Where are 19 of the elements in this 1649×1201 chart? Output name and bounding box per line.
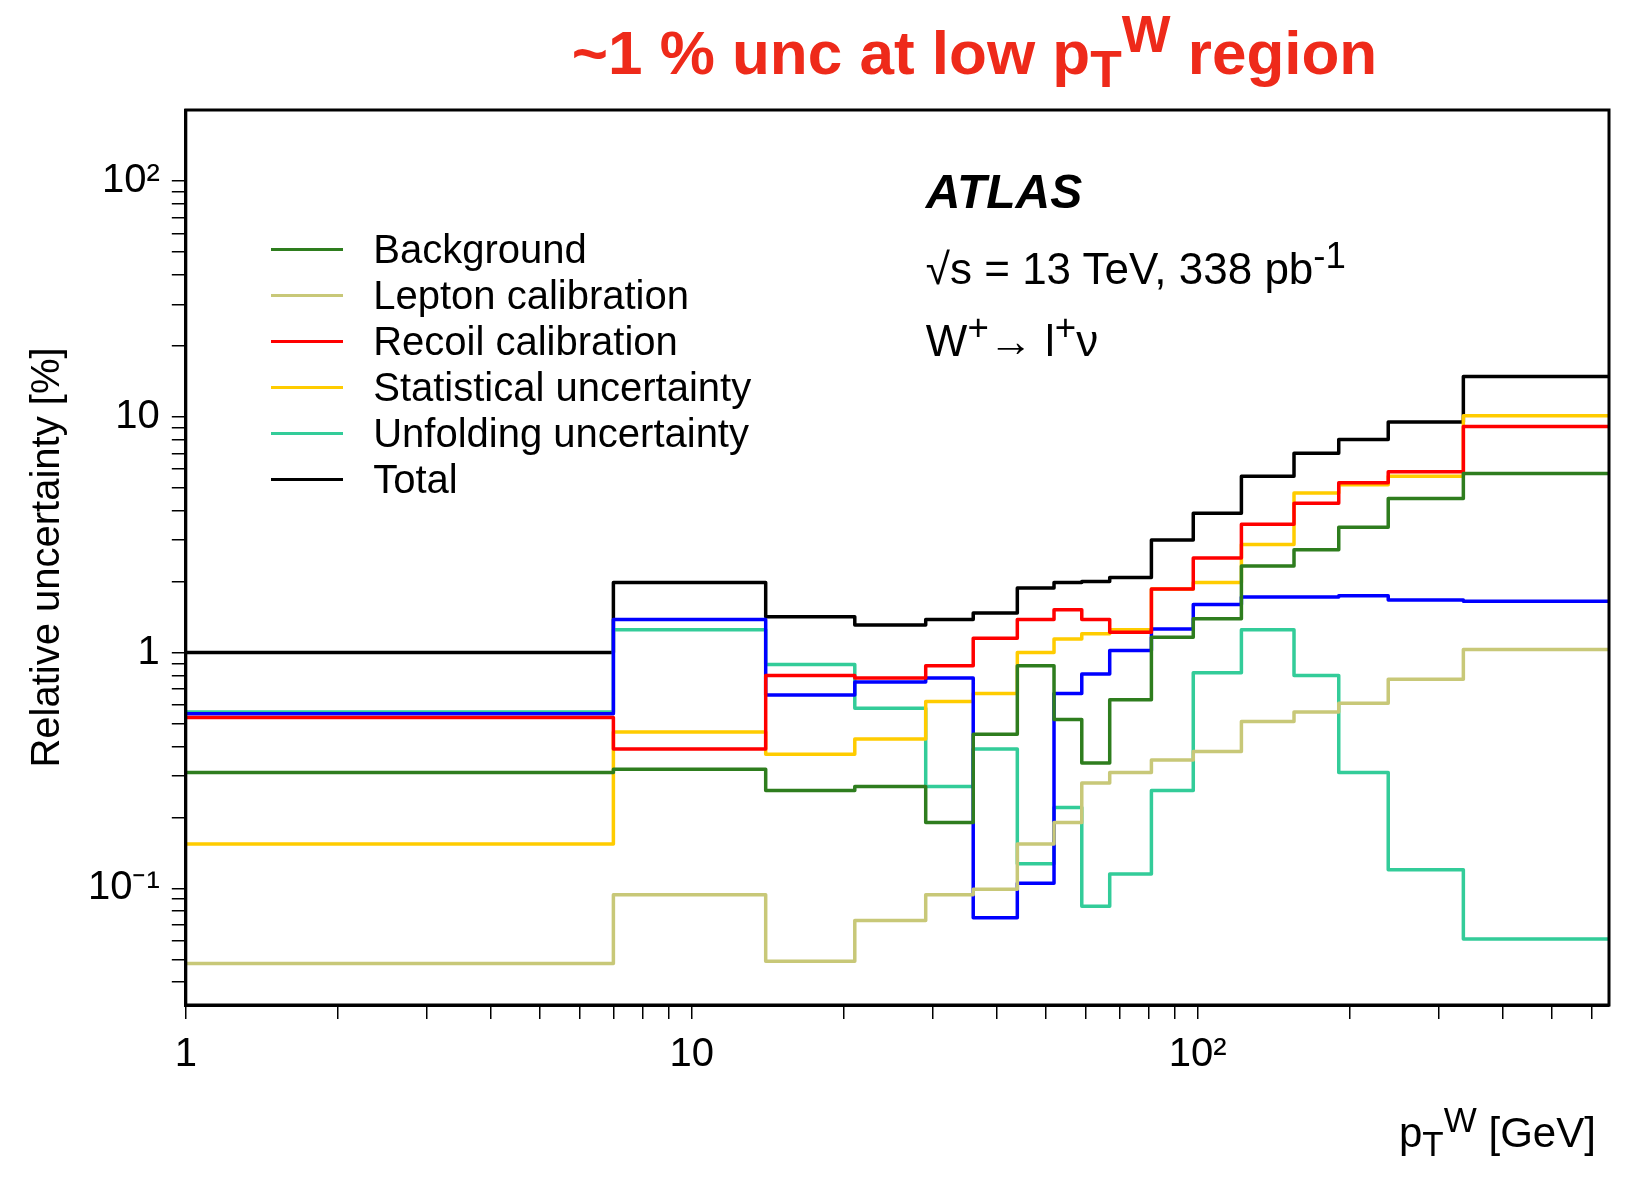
y-tick-label: 10² [102, 156, 160, 201]
legend-label: Total [373, 456, 458, 503]
y-tick-label: 1 [137, 627, 160, 672]
x-axis-title: p$_{T}$$^{W}$ [GeV] [1399, 1100, 1596, 1165]
legend-label: Recoil calibration [373, 318, 678, 365]
chart-title: ~1 % unc at low p$_{T}$$^{W}$ region [570, 4, 1379, 100]
y-tick-label: 10 [115, 391, 160, 436]
x-tick-label: 1 [174, 1030, 197, 1075]
legend-label: Statistical uncertainty [373, 364, 752, 411]
annotation: W$^{+}$→ l$^{+}$ν [925, 306, 1099, 366]
annotation: √s = 13 TeV, 338 pb$^{-1}$ [925, 235, 1346, 294]
legend-label: Background [373, 226, 587, 273]
legend-label: Unfolding uncertainty [373, 410, 749, 457]
y-tick-label: 10⁻¹ [88, 863, 160, 908]
annotation: ATLAS [925, 163, 1083, 219]
x-tick-label: 10 [669, 1030, 715, 1075]
legend-label: Lepton calibration [373, 272, 689, 319]
x-tick-label: 10² [1168, 1030, 1227, 1075]
y-axis-title: Relative uncertainty [%] [23, 347, 68, 768]
